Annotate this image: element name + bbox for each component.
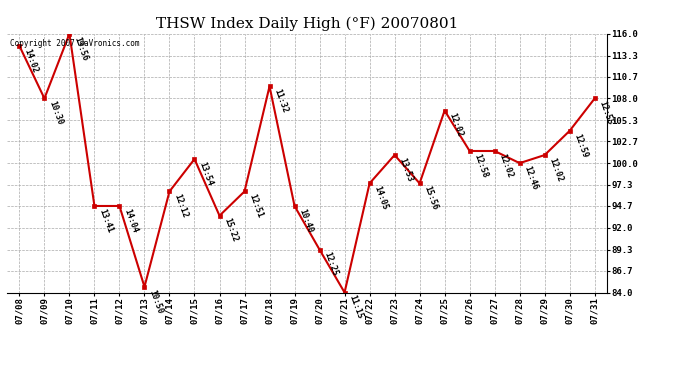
Text: 13:54: 13:54 <box>197 160 215 187</box>
Text: 13:56: 13:56 <box>72 35 89 62</box>
Text: 14:02: 14:02 <box>22 47 39 74</box>
Text: 12:51: 12:51 <box>247 193 264 219</box>
Text: 12:12: 12:12 <box>172 193 189 219</box>
Text: Copyright 2007 daVronics.com: Copyright 2007 daVronics.com <box>10 39 139 48</box>
Text: 11:32: 11:32 <box>273 88 289 114</box>
Text: 10:30: 10:30 <box>47 100 64 126</box>
Text: 12:02: 12:02 <box>547 156 564 183</box>
Text: 15:22: 15:22 <box>222 217 239 244</box>
Text: 14:04: 14:04 <box>122 207 139 234</box>
Title: THSW Index Daily High (°F) 20070801: THSW Index Daily High (°F) 20070801 <box>156 17 458 31</box>
Text: 13:53: 13:53 <box>397 156 415 183</box>
Text: 11:15: 11:15 <box>347 294 364 321</box>
Text: 14:05: 14:05 <box>373 185 389 211</box>
Text: 12:46: 12:46 <box>522 165 540 191</box>
Text: 15:56: 15:56 <box>422 185 440 211</box>
Text: 12:59: 12:59 <box>573 132 589 159</box>
Text: 12:58: 12:58 <box>473 152 489 179</box>
Text: 13:41: 13:41 <box>97 207 115 234</box>
Text: 12:25: 12:25 <box>322 251 339 278</box>
Text: 10:50: 10:50 <box>147 288 164 315</box>
Text: 12:55: 12:55 <box>598 100 615 126</box>
Text: 10:40: 10:40 <box>297 207 315 234</box>
Text: 12:02: 12:02 <box>447 112 464 138</box>
Text: 12:02: 12:02 <box>497 152 515 179</box>
